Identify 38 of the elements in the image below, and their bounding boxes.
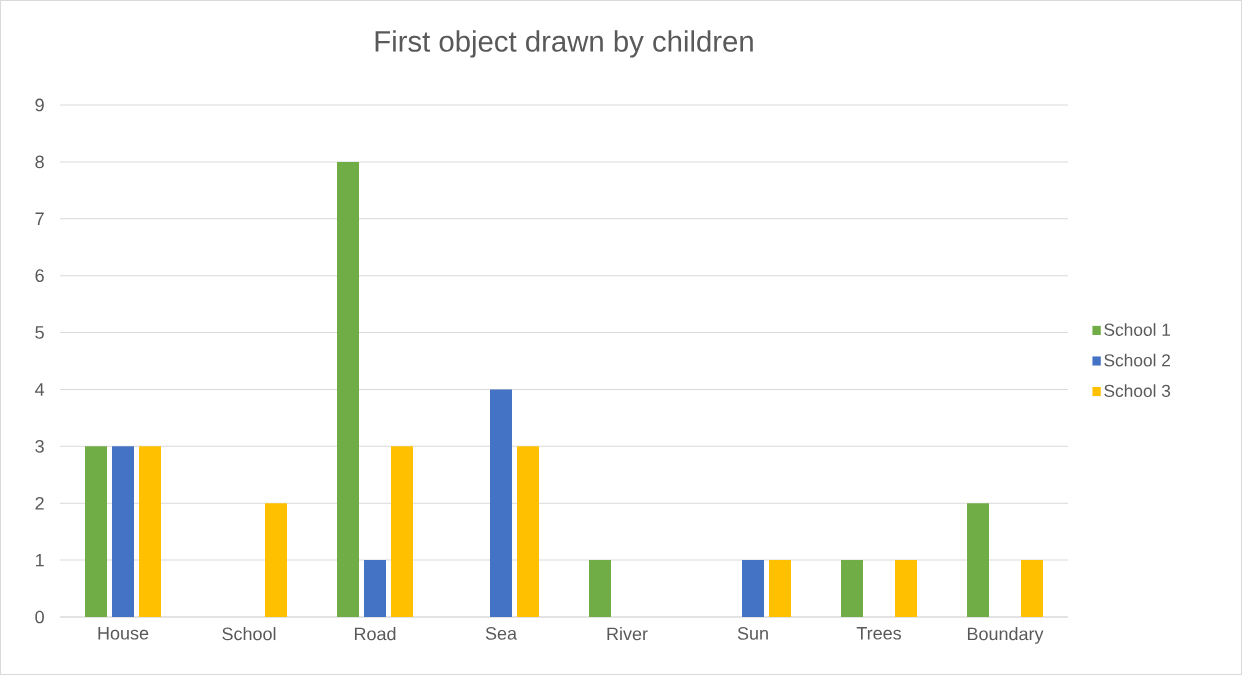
y-tick-label: 2 (35, 496, 44, 510)
chart-title: First object drawn by children (375, 30, 753, 58)
y-tick-label: 9 (35, 98, 44, 112)
y-tick-label: 5 (35, 326, 44, 339)
bar (841, 560, 863, 617)
x-tick-label: Road (354, 627, 396, 641)
bar (85, 446, 107, 617)
bar (490, 389, 512, 617)
bar (337, 161, 359, 617)
bar (769, 560, 791, 617)
legend-label: School 3 (1104, 384, 1171, 397)
bar (517, 446, 539, 617)
bar (742, 560, 764, 617)
y-tick-label: 8 (35, 155, 44, 169)
bar (265, 503, 287, 617)
bar (364, 560, 386, 617)
legend-label: School 2 (1104, 353, 1170, 367)
bar (139, 446, 161, 617)
y-tick-label: 4 (35, 383, 45, 396)
x-tick-label: School (222, 627, 276, 641)
y-tick-label: 3 (35, 439, 44, 453)
legend-label: School 1 (1104, 323, 1171, 336)
x-tick-label: Trees (856, 627, 902, 640)
y-tick-label: 0 (35, 610, 44, 624)
bar (589, 560, 611, 617)
bar (391, 446, 413, 617)
x-tick-label: Boundary (967, 627, 1044, 644)
bar (112, 446, 134, 617)
x-tick-label: River (607, 627, 648, 641)
y-tick-label: 7 (35, 212, 44, 225)
x-tick-label: House (98, 627, 149, 640)
y-tick-label: 6 (35, 269, 44, 283)
x-tick-label: Sun (737, 627, 768, 640)
y-tick-label: 1 (35, 553, 44, 567)
bar (967, 503, 989, 617)
bar (895, 560, 917, 617)
x-tick-label: Sea (485, 627, 518, 640)
bar (1021, 560, 1043, 617)
